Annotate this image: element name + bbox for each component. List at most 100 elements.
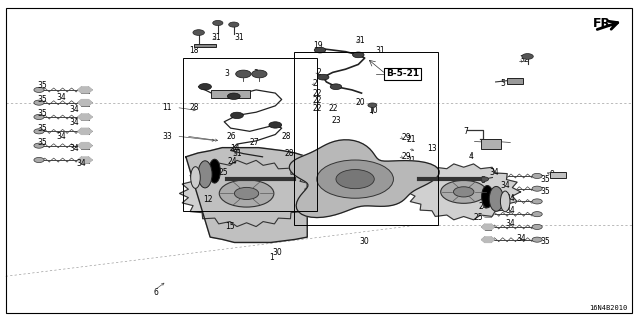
Circle shape: [34, 157, 44, 163]
Text: 35: 35: [38, 109, 47, 118]
Bar: [193, 44, 216, 47]
Text: 16: 16: [299, 170, 308, 179]
Circle shape: [34, 100, 44, 105]
Text: 32: 32: [519, 55, 529, 64]
Circle shape: [532, 237, 542, 242]
Circle shape: [317, 160, 394, 198]
Polygon shape: [78, 87, 92, 93]
Text: 4: 4: [468, 152, 473, 161]
Text: 34: 34: [516, 234, 527, 243]
Text: 16N4B2010: 16N4B2010: [589, 305, 628, 311]
Polygon shape: [78, 128, 92, 134]
Polygon shape: [481, 224, 494, 230]
Polygon shape: [289, 140, 439, 218]
Text: 31: 31: [365, 198, 374, 207]
Text: 6: 6: [154, 288, 159, 297]
Circle shape: [252, 70, 267, 78]
Polygon shape: [481, 199, 494, 204]
Text: 35: 35: [540, 237, 550, 246]
Text: 2: 2: [312, 79, 317, 88]
Text: 2: 2: [317, 68, 321, 77]
Text: 28: 28: [282, 132, 291, 140]
Bar: [481, 139, 501, 149]
Text: 33: 33: [163, 132, 173, 140]
Text: 30: 30: [272, 248, 282, 257]
Bar: [294, 52, 438, 225]
Text: 25: 25: [473, 213, 483, 222]
Text: 34: 34: [505, 206, 515, 215]
Bar: [550, 172, 566, 178]
Text: 35: 35: [38, 138, 47, 147]
Circle shape: [479, 177, 488, 181]
Text: 24: 24: [478, 202, 488, 211]
Text: 18: 18: [189, 45, 198, 55]
Circle shape: [34, 143, 44, 148]
Circle shape: [368, 103, 377, 108]
Polygon shape: [78, 157, 92, 163]
Bar: [211, 90, 250, 98]
Circle shape: [34, 129, 44, 134]
Text: 34: 34: [57, 132, 67, 140]
Text: 35: 35: [38, 124, 47, 132]
Polygon shape: [481, 186, 494, 191]
Text: 21: 21: [407, 135, 417, 144]
Circle shape: [212, 20, 223, 26]
Circle shape: [317, 74, 329, 80]
Text: 14: 14: [230, 144, 240, 153]
Text: 29: 29: [401, 152, 411, 161]
Circle shape: [234, 188, 259, 199]
Circle shape: [532, 173, 542, 179]
Circle shape: [198, 84, 211, 90]
Circle shape: [454, 187, 474, 197]
Ellipse shape: [500, 191, 510, 212]
Ellipse shape: [481, 186, 493, 208]
Text: 31: 31: [232, 149, 242, 158]
Circle shape: [532, 199, 542, 204]
Circle shape: [227, 93, 240, 100]
Text: 1: 1: [269, 253, 274, 262]
Text: 31: 31: [376, 45, 385, 55]
Polygon shape: [481, 237, 494, 243]
Circle shape: [230, 112, 243, 119]
Ellipse shape: [191, 167, 200, 188]
Text: 34: 34: [500, 181, 510, 190]
Polygon shape: [78, 100, 92, 106]
Polygon shape: [186, 148, 307, 243]
Text: 34: 34: [489, 168, 499, 177]
Text: 12: 12: [203, 195, 212, 204]
Text: 22: 22: [312, 96, 322, 105]
Text: 7: 7: [463, 127, 468, 136]
Circle shape: [314, 47, 326, 53]
Bar: [182, 58, 317, 211]
Text: 35: 35: [38, 81, 47, 90]
Text: 34: 34: [57, 93, 67, 102]
Text: 35: 35: [38, 95, 47, 104]
Text: 24: 24: [227, 157, 237, 166]
Polygon shape: [179, 160, 314, 227]
Text: 13: 13: [428, 144, 437, 153]
Text: 1: 1: [362, 192, 366, 201]
Text: 22: 22: [312, 104, 322, 113]
Ellipse shape: [489, 187, 503, 211]
Text: 19: 19: [314, 41, 323, 50]
Text: 3: 3: [253, 69, 258, 78]
Polygon shape: [407, 164, 520, 220]
Circle shape: [330, 84, 342, 90]
Circle shape: [532, 186, 542, 191]
Circle shape: [228, 22, 239, 27]
Text: 21: 21: [407, 156, 417, 164]
Polygon shape: [78, 143, 92, 149]
Text: 15: 15: [225, 222, 235, 231]
Circle shape: [336, 170, 374, 189]
Ellipse shape: [209, 159, 220, 183]
Circle shape: [522, 53, 533, 59]
Text: 31: 31: [234, 33, 244, 42]
Text: 34: 34: [505, 194, 515, 203]
Circle shape: [220, 180, 274, 207]
Text: 35: 35: [540, 188, 550, 196]
Text: 9: 9: [550, 170, 555, 179]
Circle shape: [193, 30, 204, 36]
Text: 31: 31: [356, 36, 365, 45]
Circle shape: [236, 70, 251, 78]
Text: 25: 25: [218, 168, 228, 177]
